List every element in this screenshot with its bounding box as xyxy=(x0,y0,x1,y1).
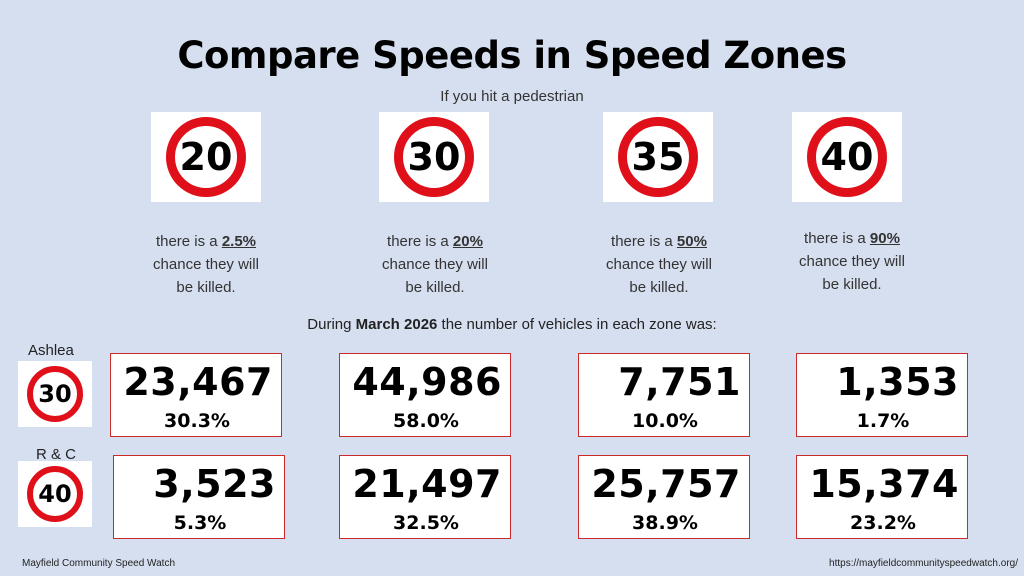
chance-prefix: there is a xyxy=(155,233,222,250)
zone-sign-ashlea: 30 xyxy=(18,361,92,427)
chance-text-40: there is a 90% chance they will be kille… xyxy=(767,227,937,296)
vehicle-count: 7,751 xyxy=(618,360,741,404)
speed-limit-sign-icon: 30 xyxy=(27,366,83,422)
count-box: 3,523 5.3% xyxy=(113,455,285,539)
count-box: 7,751 10.0% xyxy=(578,353,750,437)
chance-prefix: there is a xyxy=(387,233,453,250)
speed-limit-sign-icon: 30 xyxy=(394,117,474,197)
count-box: 1,353 1.7% xyxy=(796,353,968,437)
vehicle-count: 15,374 xyxy=(809,462,959,506)
chance-line2: chance they will xyxy=(153,256,259,273)
chance-text-30: there is a 20% chance they will be kille… xyxy=(350,230,520,299)
vehicle-percent: 10.0% xyxy=(632,410,698,432)
during-prefix: During xyxy=(307,316,356,333)
vehicle-count: 3,523 xyxy=(153,462,276,506)
page-title: Compare Speeds in Speed Zones xyxy=(177,34,847,77)
chance-line3: be killed. xyxy=(822,276,882,293)
chance-line3: be killed. xyxy=(629,279,689,296)
speed-sign-30-box: 30 xyxy=(379,112,489,202)
chance-line3: be killed. xyxy=(176,279,236,296)
speed-limit-sign-icon: 40 xyxy=(807,117,887,197)
vehicle-percent: 23.2% xyxy=(850,512,916,534)
footer-organisation: Mayfield Community Speed Watch xyxy=(22,558,176,569)
chance-prefix: there is a xyxy=(804,230,870,247)
zone-label-ashlea: Ashlea xyxy=(28,342,74,359)
vehicle-percent: 58.0% xyxy=(393,410,459,432)
vehicle-percent: 5.3% xyxy=(173,512,227,534)
count-box: 25,757 38.9% xyxy=(578,455,750,539)
chance-line2: chance they will xyxy=(606,256,712,273)
zone-sign-r-and-c: 40 xyxy=(18,461,92,527)
chance-percent: 2.5% xyxy=(221,233,257,250)
chance-percent: 50% xyxy=(676,233,707,250)
vehicle-percent: 38.9% xyxy=(632,512,698,534)
count-box: 23,467 30.3% xyxy=(110,353,282,437)
count-box: 15,374 23.2% xyxy=(796,455,968,539)
vehicle-count: 23,467 xyxy=(123,360,273,404)
zone-label-r-and-c: R & C xyxy=(36,446,77,463)
chance-text-20: there is a 2.5% chance they will be kill… xyxy=(121,230,291,299)
during-suffix: the number of vehicles in each zone was: xyxy=(437,316,717,333)
vehicle-count: 25,757 xyxy=(591,462,741,506)
chance-line3: be killed. xyxy=(405,279,465,296)
vehicle-percent: 30.3% xyxy=(164,410,230,432)
chance-percent: 20% xyxy=(452,233,483,250)
chance-line2: chance they will xyxy=(382,256,488,273)
speed-sign-20-box: 20 xyxy=(151,112,261,202)
chance-percent: 90% xyxy=(869,230,900,247)
footer-url[interactable]: https://mayfieldcommunityspeedwatch.org/ xyxy=(829,558,1018,569)
vehicle-percent: 1.7% xyxy=(856,410,910,432)
count-box: 44,986 58.0% xyxy=(339,353,511,437)
vehicle-count: 21,497 xyxy=(352,462,502,506)
speed-limit-sign-icon: 40 xyxy=(27,466,83,522)
speed-limit-sign-icon: 20 xyxy=(166,117,246,197)
chance-text-35: there is a 50% chance they will be kille… xyxy=(574,230,744,299)
chance-prefix: there is a xyxy=(611,233,677,250)
speed-sign-40-box: 40 xyxy=(792,112,902,202)
vehicle-percent: 32.5% xyxy=(393,512,459,534)
speed-limit-sign-icon: 35 xyxy=(618,117,698,197)
speed-sign-35-box: 35 xyxy=(603,112,713,202)
vehicle-count: 1,353 xyxy=(836,360,959,404)
count-box: 21,497 32.5% xyxy=(339,455,511,539)
chance-line2: chance they will xyxy=(799,253,905,270)
vehicle-count: 44,986 xyxy=(352,360,502,404)
during-caption: During March 2026 the number of vehicles… xyxy=(0,316,1024,333)
during-month: March 2026 xyxy=(355,316,438,333)
page-subtitle: If you hit a pedestrian xyxy=(440,88,584,105)
